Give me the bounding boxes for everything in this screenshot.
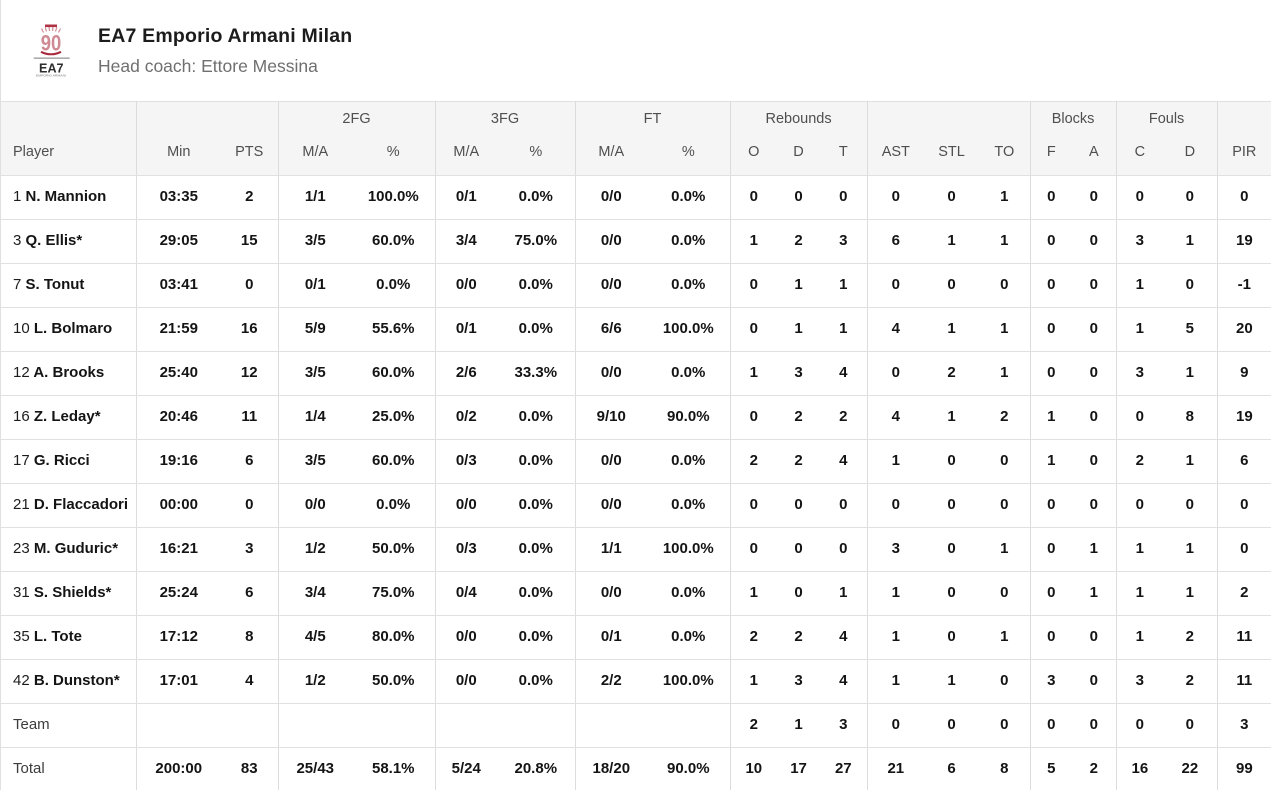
svg-text:EMPORIO ARMANI: EMPORIO ARMANI bbox=[36, 74, 66, 78]
svg-text:90: 90 bbox=[41, 31, 62, 56]
svg-text:EA7: EA7 bbox=[39, 61, 64, 76]
